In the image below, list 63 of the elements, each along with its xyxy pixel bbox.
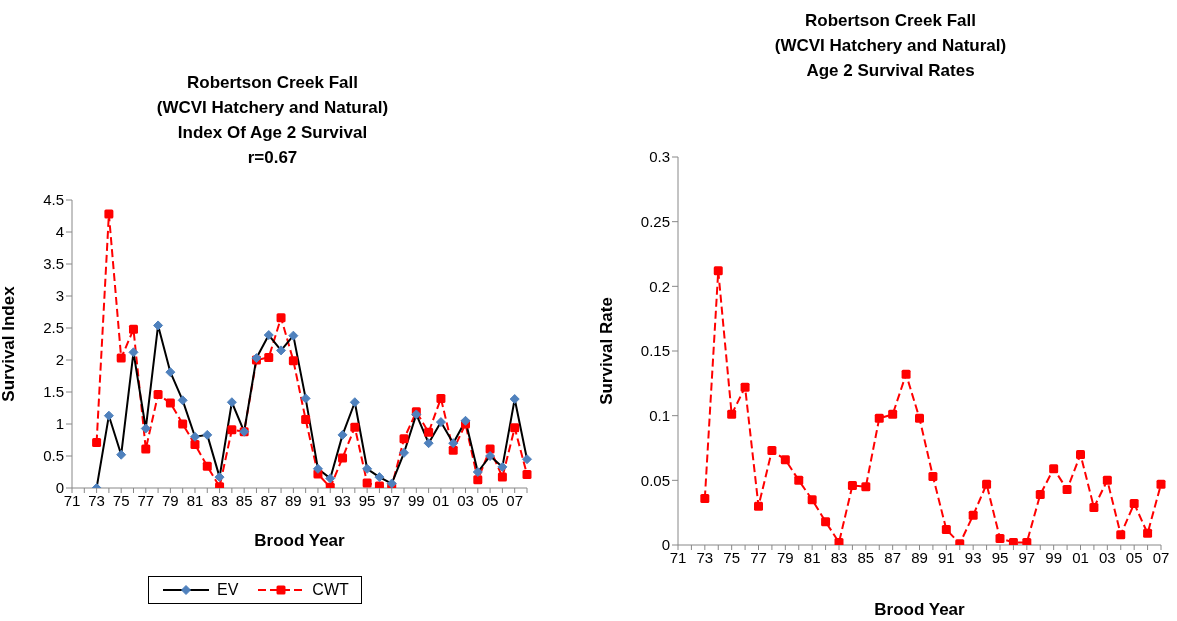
y-tick-label: 0.25 [640,212,670,230]
x-tick-label: 07 [506,491,524,509]
x-tick-label: 83 [211,491,228,509]
y-tick-label: 4.5 [43,191,64,209]
y-tick-label: 4 [55,223,64,241]
x-tick-label: 87 [260,491,278,509]
y-tick-label: 0.3 [649,148,670,166]
x-tick-label: 81 [803,548,821,566]
x-tick-label: 99 [407,491,425,509]
x-tick-label: 85 [235,491,253,509]
x-tick-label: 03 [457,491,474,509]
x-tick-label: 85 [857,548,875,566]
x-axis-title: Brood Year [874,600,966,619]
y-axis-title: Survival Rate [597,297,617,405]
x-tick-label: 97 [383,491,401,509]
legend-label: EV [217,581,239,599]
x-tick-label: 75 [723,548,741,566]
y-tick-label: 0.2 [649,277,670,295]
y-tick-label: 1.5 [43,383,64,401]
y-tick-label: 3.5 [43,255,64,273]
x-tick-label: 91 [937,548,955,566]
x-tick-label: 81 [186,491,204,509]
x-tick-label: 95 [991,548,1009,566]
x-tick-label: 05 [481,491,499,509]
y-tick-label: 0.15 [640,342,670,360]
y-tick-label: 2 [55,351,64,369]
y-axis-title: Survival Index [0,285,19,402]
x-tick-label: 71 [63,491,81,509]
x-tick-label: 91 [309,491,327,509]
y-tick-label: 0.05 [640,471,670,489]
x-tick-label: 93 [334,491,351,509]
x-tick-label: 77 [750,548,767,566]
x-tick-label: 89 [285,491,302,509]
x-axis-title: Brood Year [254,531,346,550]
x-tick-label: 79 [776,548,794,566]
x-tick-label: 01 [432,491,450,509]
x-tick-label: 77 [137,491,155,509]
y-tick-label: 2.5 [43,319,64,337]
y-tick-label: 0.1 [649,406,670,424]
x-tick-label: 07 [1152,548,1170,566]
x-tick-label: 71 [669,548,687,566]
x-tick-label: 05 [1125,548,1143,566]
x-tick-label: 99 [1045,548,1063,566]
x-tick-label: 03 [1098,548,1116,566]
y-tick-label: 3 [55,287,64,305]
y-tick-label: 0.5 [43,447,64,465]
x-tick-label: 73 [696,548,714,566]
x-tick-label: 93 [964,548,982,566]
x-tick-label: 89 [911,548,928,566]
x-tick-label: 95 [358,491,376,509]
x-tick-label: 01 [1072,548,1089,566]
x-tick-label: 83 [830,548,848,566]
y-tick-label: 0 [55,479,64,497]
x-tick-label: 97 [1018,548,1036,566]
x-tick-label: 79 [162,491,179,509]
y-tick-label: 1 [55,415,64,433]
chart-title: Robertson Creek Fall (WCVI Hatchery and Natural) Age 2 Survival Rates [773,10,1008,82]
x-tick-label: 73 [88,491,105,509]
legend-label: CWT [312,581,349,599]
y-tick-label: 0 [661,536,670,554]
chart-title: Robertson Creek Fall (WCVI Hatchery and Natural) Index Of Age 2 Survival r=0.67 [155,72,390,169]
x-tick-label: 75 [112,491,130,509]
x-tick-label: 87 [884,548,902,566]
